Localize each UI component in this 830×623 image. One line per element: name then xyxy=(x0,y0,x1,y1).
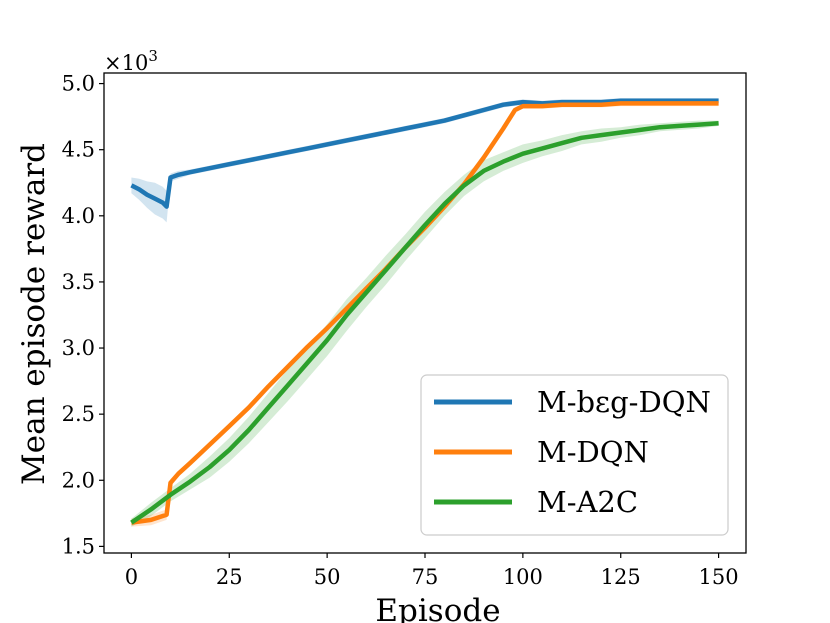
y-tick-label: 3.5 xyxy=(62,270,95,294)
y-tick-label: 5.0 xyxy=(62,72,95,96)
band-m-a2c xyxy=(131,120,719,527)
x-tick-label: 125 xyxy=(601,565,641,589)
legend-label-m-dqn: M-DQN xyxy=(537,435,649,469)
x-tick-label: 75 xyxy=(412,565,439,589)
legend-label-m-a2c: M-A2C xyxy=(537,485,638,519)
x-tick-label: 100 xyxy=(503,565,543,589)
y-axis-label: Mean episode reward xyxy=(16,143,52,485)
x-axis: 0 25 50 75 100 125 150 xyxy=(125,553,739,589)
legend-label-m-b-g-dqn: M-bεg-DQN xyxy=(537,385,711,419)
y-tick-label: 1.5 xyxy=(62,534,95,558)
legend-box xyxy=(420,374,729,536)
band-m-b-g-dqn xyxy=(131,98,719,223)
line-m-b-g-dqn xyxy=(130,98,719,209)
x-axis-label: Episode xyxy=(375,593,500,623)
x-tick-label: 25 xyxy=(216,565,243,589)
x-tick-label: 50 xyxy=(314,565,341,589)
y-tick-label: 2.5 xyxy=(62,402,95,426)
y-tick-label: 4.0 xyxy=(62,204,95,228)
legend: M-bεg-DQN M-DQN M-A2C xyxy=(420,374,729,536)
x-tick-label: 150 xyxy=(699,565,739,589)
y-tick-label: 4.5 xyxy=(62,138,95,162)
line-m-a2c xyxy=(130,120,719,525)
y-axis: 1.5 2.0 2.5 3.0 3.5 4.0 4.5 5.0 xyxy=(62,72,104,558)
y-multiplier-label: ×103 xyxy=(104,47,158,75)
series-lines xyxy=(130,98,719,525)
y-tick-label: 2.0 xyxy=(62,468,95,492)
x-tick-label: 0 xyxy=(125,565,138,589)
y-tick-label: 3.0 xyxy=(62,336,95,360)
